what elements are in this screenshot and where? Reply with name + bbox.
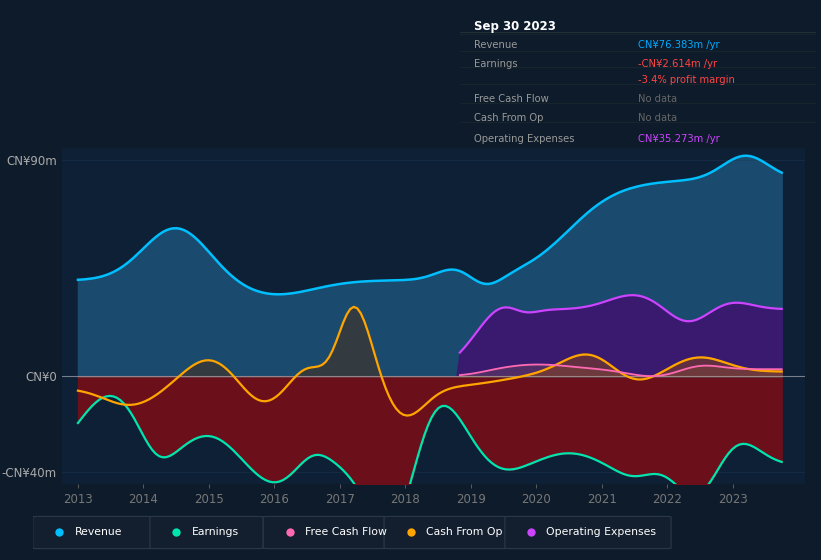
Text: No data: No data [638,94,677,104]
Text: CN¥76.383m /yr: CN¥76.383m /yr [638,40,720,50]
Text: Sep 30 2023: Sep 30 2023 [475,20,556,33]
Text: Cash From Op: Cash From Op [475,113,544,123]
Text: Operating Expenses: Operating Expenses [547,527,657,537]
Text: -3.4% profit margin: -3.4% profit margin [638,75,735,85]
Text: Cash From Op: Cash From Op [425,527,502,537]
Text: Revenue: Revenue [75,527,122,537]
Text: Free Cash Flow: Free Cash Flow [475,94,549,104]
Text: CN¥35.273m /yr: CN¥35.273m /yr [638,133,720,143]
FancyBboxPatch shape [150,516,264,549]
FancyBboxPatch shape [505,516,671,549]
Text: -CN¥2.614m /yr: -CN¥2.614m /yr [638,59,717,69]
Text: Revenue: Revenue [475,40,517,50]
Text: Earnings: Earnings [475,59,518,69]
FancyBboxPatch shape [264,516,388,549]
Text: No data: No data [638,113,677,123]
Text: Earnings: Earnings [191,527,239,537]
FancyBboxPatch shape [384,516,509,549]
FancyBboxPatch shape [33,516,154,549]
Text: Operating Expenses: Operating Expenses [475,133,575,143]
Text: Free Cash Flow: Free Cash Flow [305,527,387,537]
